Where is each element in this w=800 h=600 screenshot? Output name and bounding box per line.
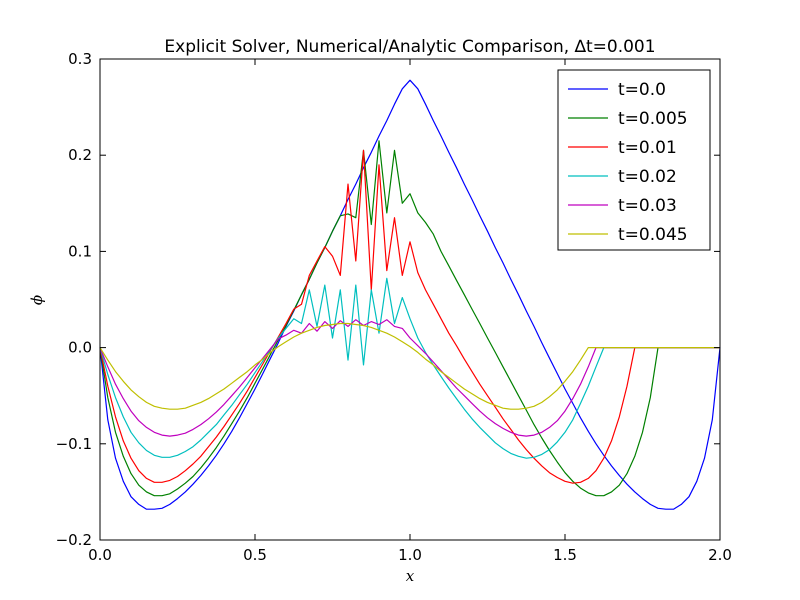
y-tick-label: 0.2	[68, 146, 92, 164]
y-tick-label: −0.1	[56, 435, 92, 453]
series-line-3	[99, 277, 720, 459]
y-tick-label: −0.2	[56, 531, 92, 549]
x-tick-label: 0.0	[88, 546, 112, 564]
legend: t=0.0 t=0.005 t=0.01 t=0.02 t=0.03 t=0.045	[557, 69, 711, 251]
ticks-layer: 0.0 0.5 1.0 1.5 2.0 −0.2 −0.1 0.0 0.1 0.2 0.3	[56, 50, 732, 564]
legend-box	[557, 69, 711, 251]
x-tick-label: 0.5	[243, 546, 267, 564]
y-tick-label: 0.0	[68, 339, 92, 357]
legend-label: t=0.045	[618, 225, 688, 245]
series-layer	[99, 79, 721, 510]
legend-label: t=0.02	[618, 167, 677, 187]
x-tick-label: 1.0	[398, 546, 422, 564]
y-tick-label: 0.1	[68, 242, 92, 260]
series-line-1	[99, 140, 720, 497]
legend-label: t=0.01	[618, 138, 677, 158]
series-line-5	[99, 322, 720, 410]
legend-label: t=0.03	[618, 196, 677, 216]
x-tick-label: 2.0	[708, 546, 732, 564]
chart-title: Explicit Solver, Numerical/Analytic Comp…	[164, 37, 655, 57]
y-tick-label: 0.3	[68, 50, 92, 68]
legend-label: t=0.005	[618, 109, 688, 129]
series-line-0	[99, 79, 721, 510]
x-tick-label: 1.5	[553, 546, 577, 564]
legend-label: t=0.0	[618, 80, 666, 100]
x-axis-label: x	[406, 567, 415, 585]
series-line-2	[99, 149, 720, 484]
series-line-4	[99, 319, 720, 437]
y-axis-label: ϕ	[28, 295, 46, 305]
